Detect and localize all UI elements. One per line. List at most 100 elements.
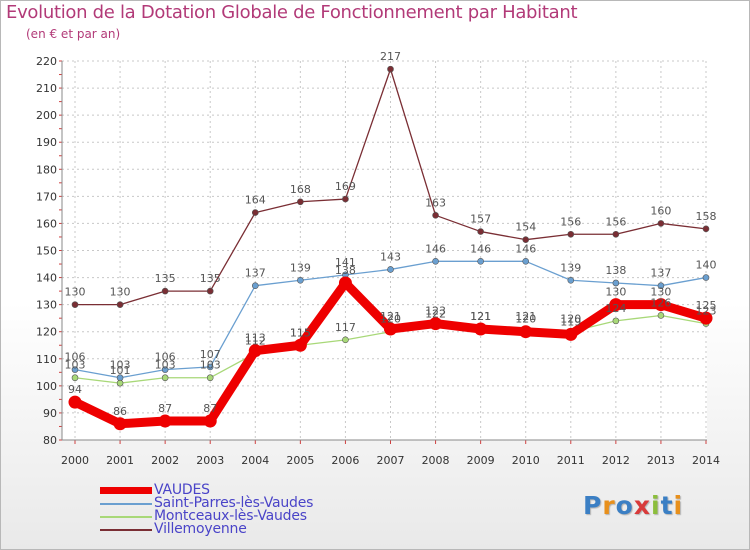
- y-tick-label: 190: [36, 136, 57, 149]
- data-point-0: [248, 344, 262, 358]
- logo-letter: i: [673, 491, 684, 520]
- data-label-1: 107: [200, 348, 221, 361]
- data-label-2: 121: [515, 310, 536, 323]
- data-point-2: [116, 379, 124, 387]
- data-point-1: [657, 282, 665, 289]
- data-point-1: [161, 366, 169, 373]
- y-tick-label: 110: [36, 353, 57, 366]
- data-point-0: [203, 414, 217, 428]
- legend-swatch: [100, 503, 152, 505]
- data-point-3: [432, 212, 439, 219]
- data-label-2: 103: [65, 359, 86, 372]
- data-point-0: [384, 322, 397, 336]
- data-point-0: [609, 298, 623, 312]
- data-point-1: [432, 258, 439, 265]
- data-label-1: 143: [380, 250, 401, 263]
- data-label-0: 87: [158, 402, 172, 415]
- data-label-0: 125: [696, 299, 717, 312]
- data-label-1: 146: [470, 242, 491, 255]
- y-tick-label: 180: [36, 163, 57, 176]
- y-tick-label: 140: [36, 272, 57, 285]
- logo-letter: i: [651, 491, 661, 520]
- legend: VAUDES Saint-Parres-lès-Vaudes Montceaux…: [100, 482, 360, 537]
- data-point-1: [251, 282, 259, 289]
- data-label-2: 103: [155, 359, 176, 372]
- data-label-0: 130: [605, 286, 626, 299]
- x-tick-label: 2004: [241, 454, 269, 467]
- data-point-3: [612, 230, 620, 238]
- logo-letter: o: [615, 491, 634, 520]
- legend-label: Montceaux-lès-Vaudes: [154, 508, 307, 524]
- data-label-0: 119: [560, 315, 581, 328]
- data-point-0: [113, 417, 127, 431]
- y-tick-label: 100: [36, 380, 57, 393]
- y-tick-label: 120: [36, 326, 57, 339]
- data-label-1: 137: [650, 267, 671, 280]
- data-point-0: [338, 276, 352, 290]
- data-label-0: 121: [380, 310, 401, 323]
- logo-letter: x: [633, 491, 651, 520]
- data-point-2: [71, 374, 79, 382]
- data-label-0: 123: [425, 305, 446, 318]
- x-tick-label: 2013: [647, 454, 675, 467]
- data-point-0: [158, 414, 172, 428]
- data-label-3: 164: [245, 194, 266, 207]
- data-label-0: 120: [515, 313, 536, 326]
- data-point-0: [474, 322, 488, 336]
- x-tick-label: 2007: [377, 454, 405, 467]
- data-label-1: 106: [155, 351, 176, 364]
- legend-swatch: [100, 529, 152, 531]
- data-point-1: [567, 276, 575, 284]
- data-point-3: [206, 287, 214, 295]
- y-tick-label: 150: [36, 245, 57, 258]
- x-tick-label: 2000: [61, 454, 89, 467]
- data-label-1: 106: [65, 351, 86, 364]
- logo-letter: r: [602, 491, 616, 520]
- legend-item-villemoyenne: Villemoyenne: [100, 521, 360, 537]
- data-point-2: [342, 336, 349, 344]
- legend-swatch: [100, 516, 152, 518]
- x-tick-label: 2001: [106, 454, 134, 467]
- data-label-3: 156: [605, 215, 626, 228]
- data-point-3: [71, 301, 79, 308]
- y-tick-label: 210: [36, 82, 57, 95]
- data-label-1: 139: [560, 261, 581, 274]
- proxiti-logo: Proxiti: [583, 491, 683, 520]
- y-tick-label: 80: [43, 434, 57, 447]
- data-point-3: [477, 228, 484, 235]
- x-tick-label: 2005: [286, 454, 314, 467]
- data-label-0: 138: [335, 264, 356, 277]
- data-label-0: 94: [68, 383, 82, 396]
- data-point-2: [206, 374, 214, 382]
- legend-label: Saint-Parres-lès-Vaudes: [154, 495, 314, 511]
- x-tick-label: 2008: [422, 454, 450, 467]
- legend-swatch: [100, 487, 152, 494]
- data-label-3: 158: [696, 210, 717, 223]
- chart-subtitle: (en € et par an): [26, 27, 121, 41]
- data-label-2: 120: [560, 313, 581, 326]
- y-tick-label: 200: [36, 109, 57, 122]
- data-point-1: [206, 363, 214, 371]
- data-point-0: [564, 327, 578, 341]
- data-point-1: [71, 366, 79, 373]
- data-point-3: [522, 236, 530, 243]
- data-point-3: [657, 220, 665, 227]
- data-label-3: 156: [560, 215, 581, 228]
- legend-label: VAUDES: [154, 482, 210, 498]
- x-tick-label: 2003: [196, 454, 224, 467]
- data-label-2: 115: [290, 326, 311, 339]
- y-tick-label: 160: [36, 217, 57, 230]
- data-label-0: 87: [203, 402, 217, 415]
- logo-letter: t: [660, 491, 674, 520]
- data-label-1: 138: [605, 264, 626, 277]
- data-label-3: 135: [155, 272, 176, 285]
- data-point-3: [387, 65, 394, 73]
- legend-item-saint-parres: Saint-Parres-lès-Vaudes: [100, 495, 360, 511]
- data-label-3: 168: [290, 183, 311, 196]
- data-point-0: [699, 311, 713, 325]
- data-label-2: 117: [335, 321, 356, 334]
- data-label-1: 141: [335, 256, 356, 269]
- legend-label: Villemoyenne: [154, 521, 247, 537]
- logo-letter: P: [583, 491, 603, 520]
- data-point-0: [293, 338, 307, 352]
